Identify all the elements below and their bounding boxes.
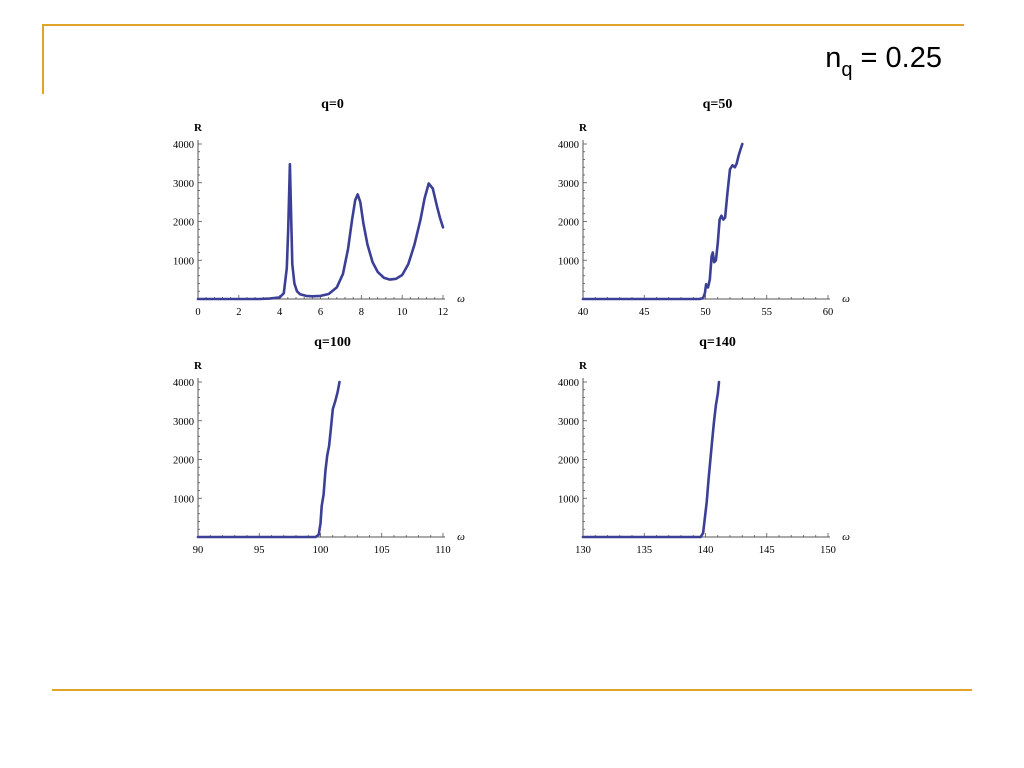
- chart-1-y-tick-label-3000: 3000: [558, 179, 579, 190]
- chart-q140: q=140 Rω 130 135 140 145 150 1000 2000 3000 4000: [558, 335, 850, 556]
- chart-2-y-tick-label-3000: 3000: [173, 417, 194, 428]
- chart-2-x-tick-label-90: 90: [193, 545, 204, 556]
- chart-1-y-tick-label-2000: 2000: [558, 218, 579, 229]
- chart-0-x-tick-label-12: 12: [438, 307, 449, 318]
- chart-2-x-tick-label-105: 105: [374, 545, 390, 556]
- top-accent-rule: [42, 24, 964, 26]
- chart-3-x-tick-label-140: 140: [698, 545, 714, 556]
- slide-title-rest: = 0.25: [852, 42, 942, 74]
- chart-q100: q=100 Rω 90 95 100 105 110 1000 2000 3000 4000: [173, 335, 465, 556]
- chart-3-title: q=140: [699, 335, 736, 350]
- chart-0-x-tick-label-8: 8: [359, 307, 364, 318]
- chart-3-x-label: ω: [842, 531, 850, 543]
- bottom-accent-rule: [52, 689, 972, 691]
- chart-0-title: q=0: [321, 97, 344, 112]
- chart-2-y-tick-label-4000: 4000: [173, 378, 194, 389]
- chart-1-title: q=50: [703, 97, 733, 112]
- chart-1-x-label: ω: [842, 293, 850, 305]
- chart-3-series-line-0: [581, 380, 721, 539]
- chart-1-x-tick-label-55: 55: [762, 307, 773, 318]
- chart-q50: q=50 Rω 40 45 50 55 60 1000 2000 3000 4000: [558, 97, 850, 318]
- chart-2-x-tick-label-95: 95: [254, 545, 265, 556]
- chart-0-y-tick-label-2000: 2000: [173, 218, 194, 229]
- chart-3-y-label: R: [579, 360, 588, 372]
- chart-3-y-tick-label-4000: 4000: [558, 378, 579, 389]
- chart-1-y-tick-label-4000: 4000: [558, 140, 579, 151]
- chart-1-x-tick-label-45: 45: [639, 307, 650, 318]
- chart-0-y-tick-label-1000: 1000: [173, 256, 194, 267]
- slide-title-subscript: q: [841, 59, 853, 81]
- chart-0-x-tick-label-0: 0: [195, 307, 200, 318]
- chart-2-y-tick-label-2000: 2000: [173, 456, 194, 467]
- chart-0-x-tick-label-4: 4: [277, 307, 283, 318]
- chart-2-y-tick-label-1000: 1000: [173, 494, 194, 505]
- chart-0-y-tick-label-3000: 3000: [173, 179, 194, 190]
- chart-1-x-tick-label-50: 50: [700, 307, 711, 318]
- chart-2-x-label: ω: [457, 531, 465, 543]
- chart-3-x-tick-label-145: 145: [759, 545, 775, 556]
- chart-1-series-line-0: [581, 142, 744, 301]
- chart-0-x-tick-label-10: 10: [397, 307, 408, 318]
- chart-3-y-tick-label-3000: 3000: [558, 417, 579, 428]
- chart-1-x-tick-label-40: 40: [578, 307, 589, 318]
- left-accent-rule: [42, 24, 44, 94]
- chart-0-x-label: ω: [457, 293, 465, 305]
- chart-3-x-tick-label-135: 135: [636, 545, 652, 556]
- chart-0-series-line-0: [196, 162, 445, 301]
- chart-2-series-line-0: [196, 380, 341, 539]
- chart-0-x-tick-label-6: 6: [318, 307, 323, 318]
- slide-title-main: n: [825, 42, 842, 74]
- chart-1-y-label: R: [579, 122, 588, 134]
- chart-3-y-tick-label-1000: 1000: [558, 494, 579, 505]
- chart-2-y-label: R: [194, 360, 203, 372]
- chart-3-x-tick-label-150: 150: [820, 545, 836, 556]
- chart-1-x-tick-label-60: 60: [823, 307, 834, 318]
- chart-0-y-tick-label-4000: 4000: [173, 140, 194, 151]
- chart-q0: q=0 Rω 0 2 4 6 8 10 12 1000 2000 3000 4000: [173, 97, 465, 318]
- chart-0-x-tick-label-2: 2: [236, 307, 241, 318]
- chart-1-y-tick-label-1000: 1000: [558, 256, 579, 267]
- chart-0-y-label: R: [194, 122, 203, 134]
- slide-title: nq = 0.25: [825, 42, 942, 81]
- chart-3-x-tick-label-130: 130: [575, 545, 591, 556]
- chart-2-x-tick-label-100: 100: [313, 545, 329, 556]
- chart-3-y-tick-label-2000: 2000: [558, 456, 579, 467]
- chart-2-title: q=100: [314, 335, 351, 350]
- chart-2-x-tick-label-110: 110: [435, 545, 450, 556]
